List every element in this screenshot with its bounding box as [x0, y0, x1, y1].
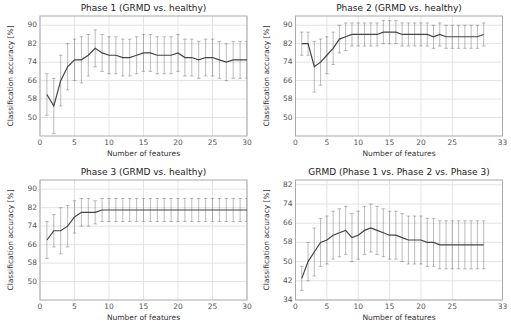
tick-label: 20 — [416, 138, 426, 147]
plot-frame — [40, 180, 247, 300]
grid-line — [178, 180, 179, 300]
chart-title: Phase 1 (GRMD vs. healthy) — [81, 3, 207, 13]
plot-frame — [296, 16, 503, 136]
y-axis-label: Classification accuracy [%] — [262, 189, 271, 290]
y-axis-label: Classification accuracy [%] — [6, 25, 15, 126]
grid-line — [326, 16, 327, 136]
tick-label: 10 — [353, 138, 363, 147]
plot-area — [300, 21, 486, 93]
tick-label: 90 — [27, 184, 37, 193]
chart-title: Phase 2 (GRMD vs. healthy) — [336, 3, 462, 13]
tick-label: 42 — [283, 276, 293, 285]
tick-label: 66 — [283, 76, 293, 85]
panel: 34 42 50 58 66 74 82 0 5 10 15 20 25 33 GRMD (Phase 1 … — [262, 167, 508, 322]
grid-line — [109, 180, 110, 300]
tick-label: 58 — [283, 237, 293, 246]
tick-label: 50 — [27, 277, 37, 286]
grid-line — [143, 180, 144, 300]
y-axis-label: Classification accuracy [%] — [262, 25, 271, 126]
tick-label: 50 — [283, 113, 293, 122]
series-line — [302, 32, 484, 67]
tick-label: 10 — [104, 302, 114, 311]
plot-frame — [40, 16, 247, 136]
tick-label: 20 — [416, 302, 426, 311]
tick-label: 74 — [283, 199, 293, 208]
tick-label: 90 — [27, 20, 37, 29]
tick-label: 15 — [385, 138, 395, 147]
tick-label: 33 — [498, 302, 508, 311]
plot-area — [45, 198, 247, 258]
chart-title: GRMD (Phase 1 vs. Phase 2 vs. Phase 3) — [308, 167, 489, 177]
x-axis-label: Number of features — [107, 149, 180, 158]
error-bar — [45, 74, 49, 116]
grid-line — [74, 180, 75, 300]
tick-label: 0 — [38, 302, 43, 311]
tick-label: 15 — [139, 302, 149, 311]
tick-label: 5 — [324, 138, 329, 147]
panel: 50 58 66 74 82 90 0 5 10 15 20 25 33 Phase 2 (GRMD vs… — [262, 3, 508, 158]
grid-line — [143, 16, 144, 136]
tick-label: 66 — [27, 240, 37, 249]
panel: 50 58 66 74 82 90 0 5 10 15 20 25 30 Phase 1 (GRMD vs… — [6, 3, 252, 158]
tick-label: 58 — [27, 258, 37, 267]
tick-label: 82 — [283, 180, 293, 189]
tick-label: 25 — [208, 138, 218, 147]
tick-label: 0 — [293, 138, 298, 147]
tick-label: 58 — [27, 94, 37, 103]
tick-label: 25 — [448, 302, 458, 311]
tick-label: 20 — [173, 302, 183, 311]
tick-label: 50 — [283, 257, 293, 266]
tick-label: 82 — [27, 203, 37, 212]
series-line — [302, 228, 484, 278]
grid-line — [212, 180, 213, 300]
tick-label: 50 — [27, 113, 37, 122]
tick-label: 34 — [283, 295, 293, 304]
x-axis-label: Number of features — [362, 149, 435, 158]
tick-label: 82 — [283, 39, 293, 48]
tick-label: 25 — [208, 302, 218, 311]
tick-label: 74 — [283, 57, 293, 66]
grid-line — [178, 16, 179, 136]
tick-label: 82 — [27, 39, 37, 48]
error-bar — [300, 266, 304, 290]
tick-label: 5 — [324, 302, 329, 311]
plot-area — [300, 204, 486, 290]
plot-frame — [296, 180, 503, 300]
tick-label: 5 — [72, 302, 77, 311]
tick-label: 74 — [27, 57, 37, 66]
tick-label: 20 — [173, 138, 183, 147]
tick-label: 10 — [104, 138, 114, 147]
series-line — [47, 210, 247, 240]
tick-label: 74 — [27, 221, 37, 230]
x-axis-label: Number of features — [362, 313, 435, 322]
plot-area — [45, 30, 247, 134]
tick-label: 66 — [27, 76, 37, 85]
tick-label: 90 — [283, 20, 293, 29]
figure: 505866748290051015202530Phase 1 (GRMD vs… — [0, 0, 511, 328]
tick-label: 33 — [498, 138, 508, 147]
tick-label: 5 — [72, 138, 77, 147]
tick-label: 58 — [283, 94, 293, 103]
grid-line — [109, 16, 110, 136]
tick-label: 10 — [353, 302, 363, 311]
x-axis-label: Number of features — [107, 313, 180, 322]
tick-label: 0 — [38, 138, 43, 147]
tick-label: 30 — [242, 138, 252, 147]
series-line — [47, 48, 247, 106]
tick-label: 15 — [385, 302, 395, 311]
tick-label: 15 — [139, 138, 149, 147]
tick-label: 0 — [293, 302, 298, 311]
y-axis-label: Classification accuracy [%] — [6, 189, 15, 290]
panel: 50 58 66 74 82 90 0 5 10 15 20 25 30 Phase 3 (GRMD vs… — [6, 167, 252, 322]
tick-label: 66 — [283, 218, 293, 227]
tick-label: 25 — [448, 138, 458, 147]
tick-label: 30 — [242, 302, 252, 311]
chart-title: Phase 3 (GRMD vs. healthy) — [81, 167, 207, 177]
